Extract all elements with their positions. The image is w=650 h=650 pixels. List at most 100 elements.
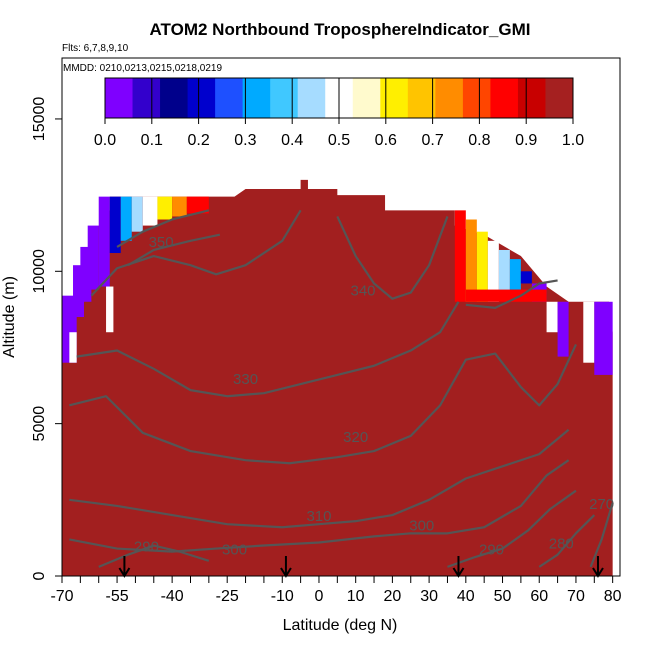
colorbar-tick-label-0.3: 0.3 — [234, 132, 256, 149]
colorbar-tick-label-0.8: 0.8 — [468, 132, 490, 149]
colorbar-swatch-10 — [380, 78, 409, 118]
contour-310-7 — [69, 428, 570, 529]
field-band-17 — [487, 240, 499, 302]
field-band-6 — [120, 196, 132, 241]
contour-340-3 — [336, 215, 449, 300]
x-tick-label-70: 70 — [567, 588, 585, 605]
colorbar-swatch-6 — [270, 78, 299, 118]
colorbar-tick-label-0.7: 0.7 — [421, 132, 443, 149]
colorbar: 0.0 0.1 0.2 0.3 0.4 0.5 0.6 0.7 0.8 0.9 1.0 — [94, 77, 584, 149]
colorbar-tick-label-0.6: 0.6 — [375, 132, 397, 149]
field-band-25 — [594, 301, 613, 375]
contour-label-290: 290 — [134, 539, 159, 556]
x-tick-label-0: 0 — [315, 588, 324, 605]
y-tick-label-10000: 10000 — [31, 249, 48, 294]
field-band-12 — [69, 332, 77, 363]
x-tick-label-10: 10 — [347, 588, 365, 605]
contour-label-340: 340 — [351, 283, 376, 300]
contour-label-300: 300 — [409, 517, 434, 534]
contour-280-11 — [538, 514, 596, 568]
contour-labels: 350 340 330 320 310 300 300 290 290 280 270 — [134, 234, 614, 559]
x-tick-label--25: -25 — [216, 588, 239, 605]
field-band-20 — [520, 271, 532, 284]
field-band-19 — [509, 259, 521, 290]
x-axis: -70 -55 -40 -25 -10 0 10 20 30 40 50 60 70 80 — [50, 576, 622, 605]
field-band-14 — [454, 210, 466, 302]
field-band-26 — [465, 289, 547, 302]
x-tick-label--70: -70 — [50, 588, 73, 605]
x-tick-label-60: 60 — [530, 588, 548, 605]
field-band-22 — [546, 301, 558, 333]
colorbar-swatch-9 — [352, 78, 381, 118]
field-band-5 — [109, 196, 121, 254]
x-tick-label-30: 30 — [420, 588, 438, 605]
contour-290-9 — [98, 544, 210, 568]
contour-lines — [69, 209, 614, 568]
colorbar-swatch-2 — [160, 78, 189, 118]
x-axis-label: Latitude (deg N) — [283, 617, 398, 634]
field-band-8 — [142, 196, 158, 226]
plot-frame — [61, 57, 621, 577]
colorbar-swatch-16 — [545, 78, 574, 118]
field-band-16 — [476, 231, 488, 302]
field-band-3 — [87, 225, 99, 290]
colorbar-swatch-3 — [187, 78, 216, 118]
x-tick-label--55: -55 — [106, 588, 129, 605]
colorbar-tick-label-0.1: 0.1 — [141, 132, 163, 149]
contour-330-5 — [76, 301, 460, 398]
x-tick-label-20: 20 — [383, 588, 401, 605]
contour-label-310: 310 — [306, 508, 331, 525]
y-tick-label-5000: 5000 — [31, 406, 48, 442]
y-axis-label: Altitude (m) — [1, 276, 18, 358]
colorbar-tick-label-0.4: 0.4 — [281, 132, 303, 149]
dates-label: MMDD: 0210,0213,0215,0218,0219 — [63, 63, 222, 74]
contour-300-8 — [69, 459, 570, 553]
colorbar-swatch-0 — [105, 78, 134, 118]
contour-350-1 — [127, 233, 221, 267]
field-band-11 — [186, 196, 209, 214]
colorbar-swatch-13 — [462, 78, 491, 118]
colorbar-swatch-14 — [490, 78, 519, 118]
contour-label-320: 320 — [343, 429, 368, 446]
contour-label-290: 290 — [479, 542, 504, 559]
field-band-2 — [80, 246, 92, 302]
contour-270-12 — [589, 502, 614, 568]
contour-label-270: 270 — [589, 496, 614, 513]
field-band-4 — [98, 196, 110, 287]
colorbar-swatch-12 — [435, 78, 464, 118]
field-band-9 — [157, 196, 173, 220]
contour-label-350: 350 — [149, 234, 174, 251]
field-band-1 — [73, 265, 85, 317]
colorbar-swatch-15 — [517, 78, 546, 118]
field-band-18 — [498, 249, 510, 296]
contour-320-6 — [69, 343, 577, 465]
field-band-13 — [106, 286, 114, 333]
colorbar-tick-label-0.2: 0.2 — [187, 132, 209, 149]
flights-label: Flts: 6,7,8,9,10 — [62, 43, 129, 54]
contour-290-10 — [447, 489, 577, 568]
x-tick-label-40: 40 — [457, 588, 475, 605]
field-band-15 — [465, 219, 477, 302]
field-band-10 — [172, 196, 187, 217]
y-tick-label-15000: 15000 — [31, 97, 48, 142]
contour-label-300: 300 — [222, 542, 247, 559]
x-tick-label-50: 50 — [494, 588, 512, 605]
x-tick-label--40: -40 — [161, 588, 184, 605]
colorbar-swatch-5 — [242, 78, 271, 118]
x-tick-label--10: -10 — [271, 588, 294, 605]
field-band-23 — [557, 301, 569, 357]
colorbar-swatch-4 — [215, 78, 244, 118]
contour-label-330: 330 — [233, 371, 258, 388]
colorbar-tick-label-0.9: 0.9 — [515, 132, 537, 149]
curtain-field — [62, 179, 613, 576]
y-axis: 0 5000 10000 15000 — [31, 97, 62, 580]
colorbar-tick-label-1.0: 1.0 — [562, 132, 584, 149]
contour-350-0 — [116, 209, 210, 248]
y-tick-label-0: 0 — [31, 571, 48, 580]
chart-title: ATOM2 Northbound TroposphereIndicator_GM… — [150, 20, 531, 39]
contour-340-4 — [465, 279, 558, 309]
colorbar-tick-label-0.0: 0.0 — [94, 132, 116, 149]
field-band-7 — [131, 196, 143, 232]
contour-label-280: 280 — [549, 536, 574, 553]
